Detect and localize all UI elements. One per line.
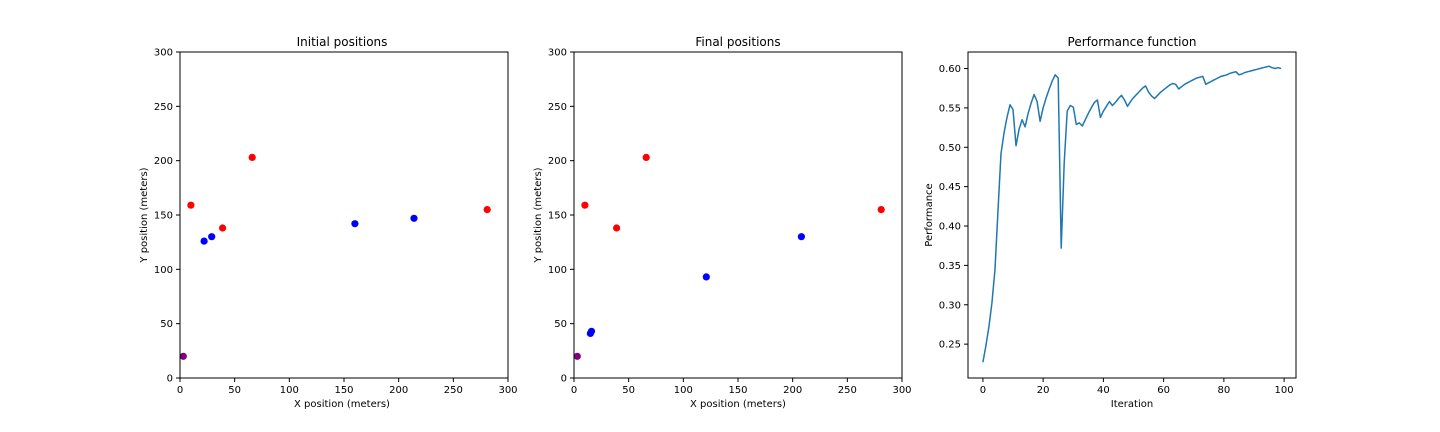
chart-title: Final positions: [695, 35, 780, 49]
scatter-point: [587, 327, 596, 335]
scatter-point: [613, 224, 621, 232]
x-tick-label: 100: [280, 385, 299, 396]
y-tick-label: 0.35: [939, 261, 961, 272]
y-tick-label: 250: [548, 102, 567, 113]
scatter-point: [187, 201, 195, 209]
y-tick-label: 0.50: [939, 143, 961, 154]
x-axis-label: X position (meters): [690, 399, 786, 410]
scatter-point: [642, 153, 650, 161]
x-tick-label: 50: [228, 385, 241, 396]
scatter-point: [877, 206, 885, 214]
series-line: [982, 65, 1282, 363]
x-tick-label: 150: [728, 385, 747, 396]
x-tick-label: 0: [980, 385, 986, 396]
y-tick-label: 250: [154, 102, 173, 113]
x-tick-label: 50: [622, 385, 635, 396]
x-tick-label: 200: [783, 385, 802, 396]
y-tick-label: 300: [154, 48, 173, 59]
x-tick-label: 100: [674, 385, 693, 396]
chart-title: Performance function: [1068, 35, 1197, 49]
axes-frame: [967, 51, 1297, 379]
chart-initial-positions: Initial positions 0 50 100 150 200 250 300 0 50 1…: [139, 35, 518, 410]
plot-area: 0 50 100 150 200 250 300 0 50 100 150 200 250 300: [548, 48, 912, 397]
x-axis-label: Iteration: [1111, 399, 1153, 410]
y-tick-label: 0.55: [939, 103, 961, 114]
y-tick-label: 0.25: [939, 340, 961, 351]
y-tick-label: 150: [154, 211, 173, 222]
y-tick-label: 0.40: [939, 222, 961, 233]
y-tick-label: 200: [548, 156, 567, 167]
y-tick-label: 0.45: [939, 182, 961, 193]
x-tick-label: 80: [1217, 385, 1230, 396]
scatter-point: [573, 352, 581, 360]
x-tick-label: 0: [177, 385, 183, 396]
chart-performance-function: Performance function 0 20 40 60 80 100 0.25 0.3…: [924, 35, 1297, 410]
y-tick-label: 50: [160, 319, 173, 330]
scatter-point: [702, 273, 710, 281]
y-tick-label: 150: [548, 211, 567, 222]
scatter-point: [248, 153, 256, 161]
scatter-point: [797, 233, 806, 241]
y-axis-label: Y position (meters): [139, 167, 150, 263]
plot-area: 0 50 100 150 200 250 300 0 50 100 150 200 250 300: [154, 48, 518, 397]
y-tick-label: 200: [154, 156, 173, 167]
scatter-point: [581, 201, 589, 209]
y-tick-label: 50: [554, 319, 567, 330]
x-tick-label: 100: [1275, 385, 1294, 396]
y-tick-label: 0: [561, 374, 567, 385]
scatter-point: [351, 220, 359, 228]
scatter-point: [410, 214, 418, 222]
x-tick-label: 40: [1097, 385, 1110, 396]
scatter-point: [179, 352, 187, 360]
y-tick-label: 0: [167, 374, 173, 385]
y-tick-label: 100: [548, 265, 567, 276]
x-tick-label: 250: [838, 385, 857, 396]
scatter-point: [208, 233, 216, 241]
scatter-point: [483, 206, 491, 214]
scatter-point: [219, 224, 227, 232]
x-tick-label: 60: [1157, 385, 1170, 396]
y-tick-label: 300: [548, 48, 567, 59]
y-tick-label: 100: [154, 265, 173, 276]
x-tick-label: 150: [334, 385, 353, 396]
chart-final-positions: Final positions 0 50 100 150 200 250 300 0 50 100…: [533, 35, 912, 410]
x-tick-label: 20: [1037, 385, 1050, 396]
y-axis-label: Y position (meters): [533, 167, 544, 263]
x-axis-label: X position (meters): [294, 399, 390, 410]
chart-title: Initial positions: [297, 35, 388, 49]
x-tick-label: 300: [892, 385, 911, 396]
x-tick-label: 300: [498, 385, 517, 396]
x-tick-label: 0: [571, 385, 577, 396]
y-axis-label: Performance: [924, 183, 935, 246]
y-tick-label: 0.30: [939, 300, 961, 311]
x-tick-label: 250: [444, 385, 463, 396]
scatter-point: [200, 237, 208, 245]
plot-area: 0 20 40 60 80 100 0.25 0.30 0.35 0.40 0.45 0.50 0.55…: [939, 51, 1297, 396]
y-tick-label: 0.60: [939, 64, 961, 75]
x-tick-label: 200: [389, 385, 408, 396]
